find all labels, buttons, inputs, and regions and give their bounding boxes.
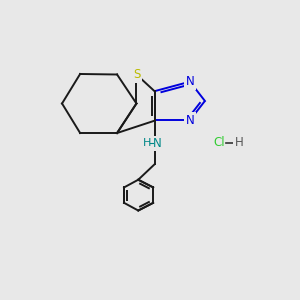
Text: H: H — [142, 138, 151, 148]
Text: S: S — [133, 68, 140, 81]
Text: H: H — [235, 136, 243, 149]
Text: N: N — [185, 75, 194, 88]
Text: N: N — [152, 137, 161, 150]
Text: N: N — [185, 114, 194, 127]
Text: Cl: Cl — [213, 136, 225, 149]
